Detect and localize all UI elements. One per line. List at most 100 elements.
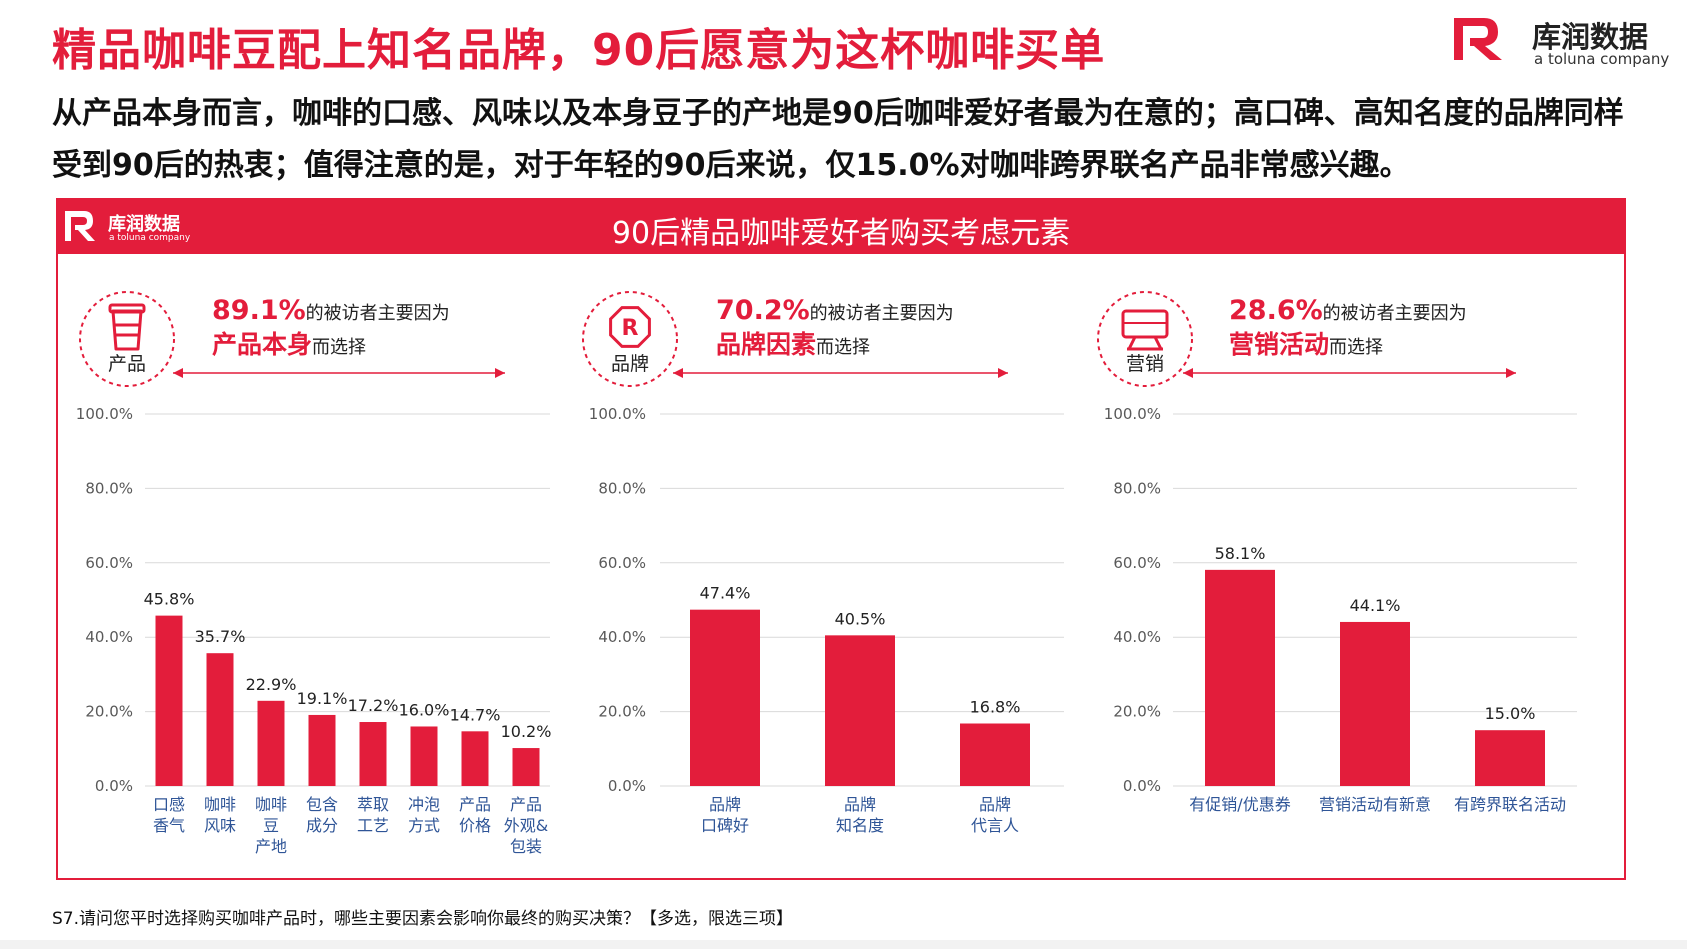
x-tick-label: 工艺 xyxy=(357,816,389,835)
registered-letter-icon: R xyxy=(622,316,639,341)
banner-logo-sub: a toluna company xyxy=(109,233,191,243)
x-tick-label: 有促销/优惠券 xyxy=(1189,795,1290,814)
data-label: 17.2% xyxy=(348,696,399,715)
coffee-cup-icon xyxy=(111,309,143,351)
bar xyxy=(257,700,285,786)
bar xyxy=(690,609,760,786)
y-tick-label: 100.0% xyxy=(76,405,133,423)
y-tick-label: 100.0% xyxy=(589,405,646,423)
y-tick-label: 60.0% xyxy=(85,554,133,572)
registered-brand-icon xyxy=(609,306,651,348)
x-tick-label: 产品 xyxy=(510,795,542,814)
y-tick-label: 80.0% xyxy=(85,479,133,497)
arrow-head-left-icon xyxy=(673,368,683,378)
x-tick-label: 包装 xyxy=(510,837,542,856)
y-tick-label: 20.0% xyxy=(598,703,646,721)
chart-panel: 库润数据 a toluna company 90后精品咖啡爱好者购买考虑元素 xyxy=(56,198,1626,880)
bar xyxy=(410,726,438,786)
heading-percent: 89.1% xyxy=(212,295,306,326)
x-tick-label: 营销活动有新意 xyxy=(1319,795,1431,814)
footnote: S7.请问您平时选择购买咖啡产品时，哪些主要因素会影响你最终的购买决策？【多选，… xyxy=(52,909,794,929)
promotion-leg-icon xyxy=(1153,336,1163,350)
heading-suffix: 而选择 xyxy=(312,337,366,358)
heading-desc: 的被访者主要因为 xyxy=(306,303,450,324)
bar xyxy=(960,723,1030,786)
data-label: 35.7% xyxy=(195,627,246,646)
arrow-head-right-icon xyxy=(998,368,1008,378)
x-tick-label: 品牌 xyxy=(709,795,741,814)
kurun-logo-icon xyxy=(1454,18,1502,60)
heading-line-2: 品牌因素而选择 xyxy=(716,330,870,359)
heading-reason: 品牌因素 xyxy=(716,330,816,359)
bar xyxy=(1340,621,1410,786)
brand-logo: 库润数据 a toluna company xyxy=(1452,14,1669,70)
arrow-head-right-icon xyxy=(1506,368,1516,378)
heading-desc: 的被访者主要因为 xyxy=(1323,303,1467,324)
data-label: 47.4% xyxy=(700,584,751,603)
heading-reason: 营销活动 xyxy=(1229,330,1329,359)
y-tick-label: 0.0% xyxy=(95,777,133,795)
data-label: 58.1% xyxy=(1215,544,1266,563)
x-tick-label: 成分 xyxy=(306,816,338,835)
y-tick-label: 20.0% xyxy=(85,703,133,721)
icon-circle xyxy=(582,291,678,387)
bottom-bar xyxy=(0,940,1687,949)
icon-label: 营销 xyxy=(1126,353,1164,375)
promotion-leg-icon xyxy=(1127,336,1137,350)
data-label: 14.7% xyxy=(450,705,501,724)
x-tick-label: 产品 xyxy=(459,795,491,814)
bar xyxy=(1475,730,1545,786)
icon-circle xyxy=(1097,291,1193,387)
heading-percent: 28.6% xyxy=(1229,295,1323,326)
y-tick-label: 40.0% xyxy=(85,628,133,646)
heading-percent: 70.2% xyxy=(716,295,810,326)
logo-name: 库润数据 xyxy=(1532,20,1649,54)
x-tick-label: 方式 xyxy=(408,816,440,835)
x-tick-label: 香气 xyxy=(153,816,185,835)
y-tick-label: 40.0% xyxy=(598,628,646,646)
kurun-logo-icon xyxy=(65,211,95,241)
x-tick-label: 萃取 xyxy=(357,795,389,814)
x-tick-label: 有跨界联名活动 xyxy=(1454,795,1566,814)
x-tick-label: 口感 xyxy=(153,795,185,814)
x-tick-label: 咖啡 xyxy=(255,795,287,814)
subtitle-text: 从产品本身而言，咖啡的口感、风味以及本身豆子的产地是90后咖啡爱好者最为在意的；… xyxy=(52,96,1624,183)
y-tick-label: 60.0% xyxy=(598,554,646,572)
icon-label: 产品 xyxy=(108,353,146,375)
banner-title: 90后精品咖啡爱好者购买考虑元素 xyxy=(611,216,1071,251)
y-tick-label: 0.0% xyxy=(608,777,646,795)
x-tick-label: 豆 xyxy=(263,816,279,835)
y-tick-label: 80.0% xyxy=(598,479,646,497)
x-tick-label: 品牌 xyxy=(979,795,1011,814)
data-label: 16.8% xyxy=(970,698,1021,717)
bar xyxy=(206,653,234,786)
heading-suffix: 而选择 xyxy=(1329,337,1383,358)
x-tick-label: 风味 xyxy=(204,816,236,835)
icon-label: 品牌 xyxy=(611,353,649,375)
arrow-head-left-icon xyxy=(1183,368,1193,378)
data-label: 19.1% xyxy=(297,689,348,708)
panel-banner: 库润数据 a toluna company 90后精品咖啡爱好者购买考虑元素 xyxy=(58,200,1624,254)
bar xyxy=(308,714,336,786)
x-tick-label: 咖啡 xyxy=(204,795,236,814)
bar xyxy=(825,635,895,786)
banner-logo: 库润数据 a toluna company xyxy=(64,208,194,246)
y-tick-label: 100.0% xyxy=(1104,405,1161,423)
x-tick-label: 口碑好 xyxy=(701,816,749,835)
bar xyxy=(1205,569,1275,786)
x-tick-label: 外观& xyxy=(504,816,548,835)
y-tick-label: 40.0% xyxy=(1113,628,1161,646)
heading-line-1: 28.6%的被访者主要因为 xyxy=(1229,295,1467,326)
page-title: 精品咖啡豆配上知名品牌，90后愿意为这杯咖啡买单 xyxy=(52,25,1106,76)
data-label: 44.1% xyxy=(1350,596,1401,615)
data-label: 15.0% xyxy=(1485,704,1536,723)
x-tick-label: 冲泡 xyxy=(408,795,440,814)
heading-line-2: 营销活动而选择 xyxy=(1229,330,1383,359)
heading-suffix: 而选择 xyxy=(816,337,870,358)
banner-logo-name: 库润数据 xyxy=(108,214,180,235)
x-tick-label: 价格 xyxy=(459,816,491,835)
data-label: 40.5% xyxy=(835,609,886,628)
x-tick-label: 品牌 xyxy=(844,795,876,814)
coffee-lid-icon xyxy=(108,303,146,314)
